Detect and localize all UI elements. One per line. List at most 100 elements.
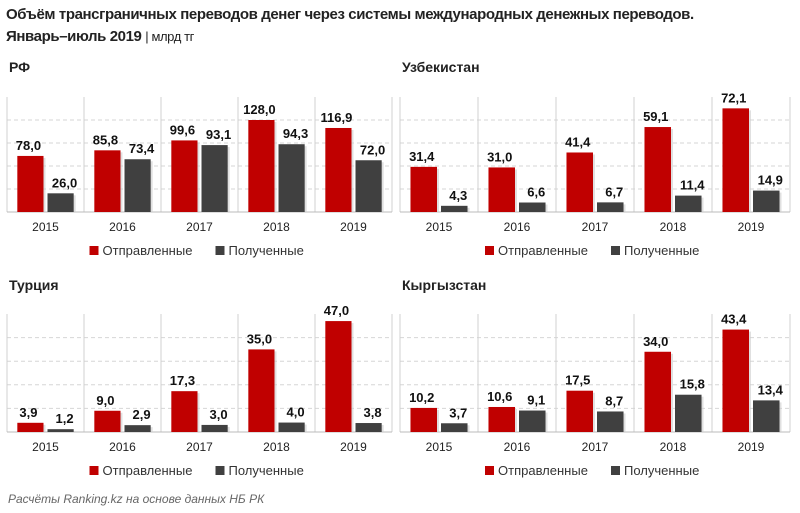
data-label: 11,4 [680,178,705,193]
data-label: 17,5 [565,373,590,388]
x-tick-label: 2018 [660,440,687,454]
data-label: 94,3 [283,126,308,141]
bar-sent [722,329,749,432]
bar-sent [566,152,593,212]
legend-label-received: Полученные [624,243,699,258]
bar-sent [644,127,671,212]
source-note: Расчёты Ranking.kz на основе данных НБ Р… [8,492,265,506]
data-label: 6,6 [527,185,545,200]
bar-received [124,159,151,212]
legend-swatch-received [611,246,620,255]
bar-sent [410,407,437,432]
bar-received [201,424,228,432]
data-label: 59,1 [643,109,668,124]
legend-label-sent: Отправленные [498,243,588,258]
x-tick-label: 2015 [426,440,453,454]
data-label: 128,0 [243,102,276,117]
legend-label-received: Полученные [229,463,304,478]
data-label: 17,3 [170,373,195,388]
x-tick-label: 2016 [504,440,531,454]
data-label: 99,6 [170,122,195,137]
data-label: 72,0 [360,142,385,157]
data-label: 73,4 [129,141,155,156]
bar-sent [488,406,515,432]
data-label: 9,0 [96,393,114,408]
x-tick-label: 2017 [186,440,213,454]
data-label: 1,2 [56,411,74,426]
x-tick-label: 2018 [660,220,687,234]
legend-label-received: Полученные [624,463,699,478]
bar-sent [94,150,121,212]
x-tick-label: 2015 [32,220,59,234]
data-label: 8,7 [605,393,623,408]
x-tick-label: 2015 [426,220,453,234]
data-label: 6,7 [605,184,623,199]
data-label: 13,4 [758,382,784,397]
bar-received [441,423,468,432]
bar-received [201,145,228,212]
data-label: 14,9 [758,173,783,188]
data-label: 4,0 [287,405,305,420]
x-tick-label: 2015 [32,440,59,454]
data-label: 31,0 [487,149,512,164]
data-label: 72,1 [721,90,746,105]
data-label: 35,0 [247,331,272,346]
bar-received [47,193,74,212]
data-label: 3,0 [210,407,228,422]
x-tick-label: 2019 [340,440,367,454]
x-tick-label: 2017 [186,220,213,234]
data-label: 26,0 [52,175,77,190]
x-tick-label: 2016 [109,440,136,454]
data-label: 116,9 [320,110,352,125]
title-line1: Объём трансграничных переводов денег чер… [6,6,694,23]
x-tick-label: 2019 [340,220,367,234]
bar-received [278,422,305,432]
data-label: 93,1 [206,127,231,142]
x-tick-label: 2016 [109,220,136,234]
data-label: 4,3 [449,188,467,203]
legend-swatch-sent [485,246,494,255]
data-label: 43,4 [721,312,747,327]
legend-swatch-sent [89,246,99,255]
legend-label-sent: Отправленные [103,243,193,258]
bar-received [597,411,624,432]
data-label: 15,8 [680,377,705,392]
bar-sent [94,410,121,432]
legend-label-received: Полученные [229,243,304,258]
bar-received [355,160,382,212]
data-label: 10,6 [487,389,512,404]
bar-sent [17,155,44,212]
data-label: 31,4 [409,149,435,164]
data-label: 9,1 [527,393,545,408]
x-tick-label: 2019 [738,440,765,454]
title-line2: Январь–июль 2019 [6,28,142,45]
bar-sent [171,140,198,212]
data-label: 78,0 [16,138,41,153]
unit-label: | млрд тг [145,29,195,44]
bar-received [278,144,305,212]
chart-title: Турция [9,277,59,293]
bar-sent [171,391,198,432]
bar-received [675,394,702,432]
data-label: 34,0 [643,334,668,349]
bar-received [355,423,382,432]
bar-received [597,202,624,212]
legend-swatch-sent [89,466,99,475]
data-label: 3,7 [449,405,467,420]
bar-sent [248,120,275,212]
bar-received [441,205,468,212]
data-label: 3,8 [364,405,382,420]
data-label: 2,9 [133,407,151,422]
bar-sent [325,321,352,432]
bar-received [47,429,74,432]
legend-swatch-received [215,466,225,475]
legend-label-sent: Отправленные [103,463,193,478]
bar-received [519,410,546,432]
x-tick-label: 2018 [263,440,290,454]
bar-received [124,425,151,432]
bar-received [753,190,780,212]
data-label: 10,2 [409,390,434,405]
bar-sent [566,390,593,432]
